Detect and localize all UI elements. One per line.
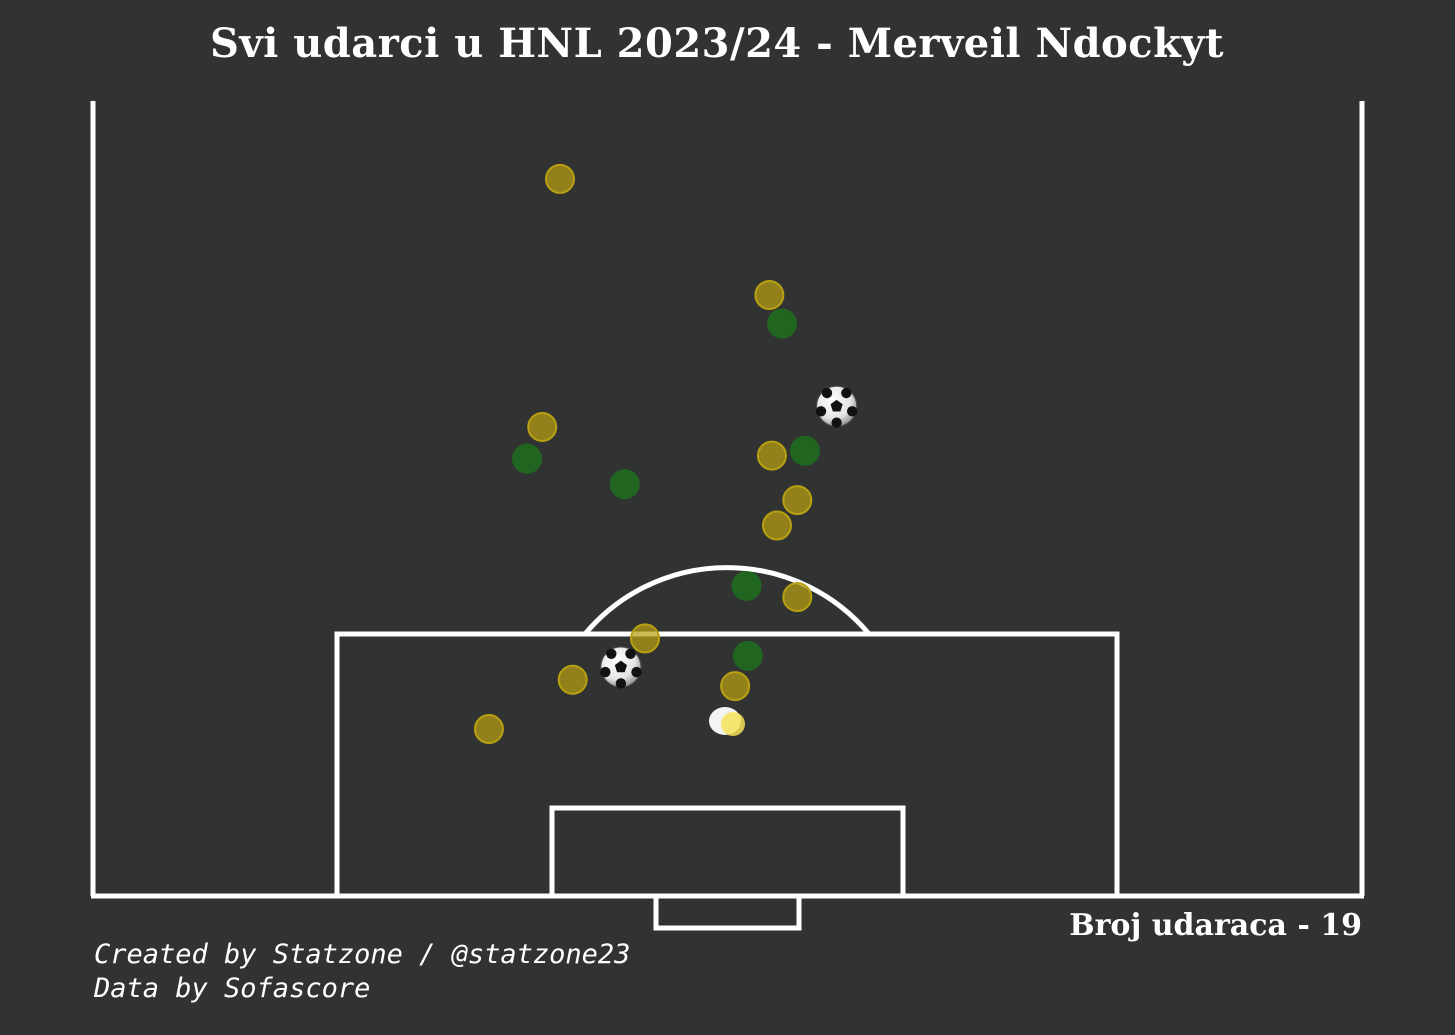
- penalty-arc: [583, 565, 871, 636]
- shot-on-target-point: [544, 163, 575, 194]
- shot-on-target-point: [557, 664, 588, 695]
- shot-on-target-point: [527, 411, 558, 442]
- shot-on-target-point: [756, 440, 787, 471]
- shot-blocked-point: [789, 435, 820, 466]
- credits-data-source: Data by Sofascore: [94, 973, 371, 1004]
- shot-on-target-point: [754, 279, 785, 310]
- goal-ball-icon: [600, 646, 642, 689]
- credits-created-by: Created by Statzone / @statzone23: [94, 939, 631, 970]
- shot-on-target-point: [782, 582, 813, 613]
- shot-on-target-point: [630, 623, 661, 654]
- goal-ball-icon: [815, 385, 858, 428]
- shot-blocked-point: [732, 640, 763, 671]
- six-yard-box: [549, 805, 906, 899]
- shot-count-label: Broj udaraca - 19: [1069, 908, 1362, 943]
- shot-blocked-point: [731, 570, 762, 601]
- shot-highlight-inner: [721, 712, 745, 736]
- shot-on-target-point: [720, 671, 751, 702]
- shot-blocked-point: [767, 308, 798, 339]
- penalty-area: [334, 631, 1120, 899]
- goal: [653, 893, 802, 931]
- shot-blocked-point: [511, 443, 542, 474]
- shot-on-target-point: [473, 714, 504, 745]
- chart-title: Svi udarci u HNL 2023/24 - Merveil Ndock…: [209, 20, 1225, 67]
- shot-on-target-point: [782, 485, 813, 516]
- credits: Created by Statzone / @statzone23 Data b…: [94, 938, 630, 1006]
- shot-on-target-point: [761, 510, 792, 541]
- shot-blocked-point: [609, 469, 640, 500]
- shots-layer: [473, 163, 858, 745]
- pitch-lines: [90, 101, 1365, 931]
